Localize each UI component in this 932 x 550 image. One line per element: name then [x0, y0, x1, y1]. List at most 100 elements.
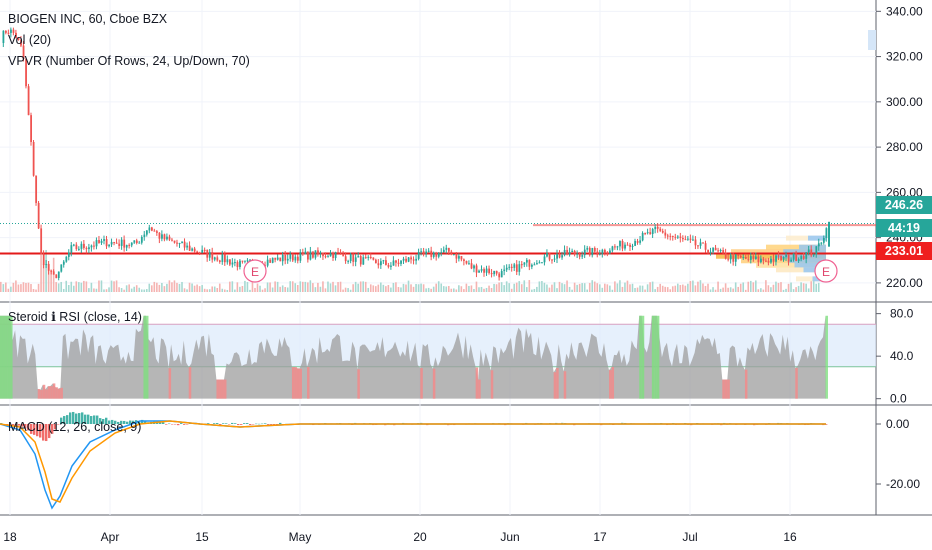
rsi-y-tick-label: 40.0: [890, 349, 914, 363]
candle-body: [83, 243, 85, 248]
candle-body: [173, 240, 176, 243]
candle-body: [505, 267, 508, 270]
candle-body: [581, 255, 584, 257]
candle-body: [198, 252, 201, 254]
volume-bar: [631, 283, 634, 292]
candle-body: [397, 262, 400, 264]
volume-bar: [354, 281, 357, 292]
vpvr-row-down: [799, 244, 826, 250]
macd-histogram-bar: [138, 421, 141, 424]
volume-bar: [755, 280, 757, 292]
volume-bar: [707, 283, 709, 292]
candle-body: [113, 242, 116, 244]
candle-body: [271, 257, 274, 263]
volume-bar: [674, 285, 677, 292]
rsi-pane[interactable]: [0, 315, 876, 399]
candle-body: [148, 227, 151, 231]
candle-body: [548, 253, 551, 260]
rsi-oversold: [216, 379, 219, 399]
candle-body: [57, 271, 60, 278]
rsi-overbought: [143, 315, 146, 399]
candle-body: [442, 249, 445, 253]
x-tick-label: May: [289, 530, 312, 544]
volume-bar: [664, 286, 667, 292]
volume-bar: [145, 289, 148, 292]
vpvr-row-down: [783, 249, 826, 255]
macd-histogram-bar: [96, 415, 99, 424]
volume-bar: [792, 289, 795, 292]
volume-bar: [812, 280, 815, 292]
volume-bar: [752, 282, 755, 292]
rsi-oversold: [221, 379, 224, 399]
volume-bar: [88, 288, 90, 292]
vpvr-legend[interactable]: VPVR (Number Of Rows, 24, Up/Down, 70): [8, 54, 250, 68]
candle-body: [551, 259, 553, 261]
candle-body: [377, 263, 380, 266]
candle-body: [417, 252, 420, 259]
candle-body: [402, 258, 405, 261]
macd-histogram-bar: [261, 423, 264, 425]
volume-bar: [553, 282, 556, 292]
candle-body: [656, 226, 659, 229]
candle-body: [626, 244, 629, 246]
symbol-legend[interactable]: BIOGEN INC, 60, Cboe BZX: [8, 12, 168, 26]
macd-histogram-bar: [9, 424, 12, 425]
y-tick-label: 340.00: [886, 4, 923, 18]
volume-bar: [422, 284, 425, 292]
macd-pane[interactable]: [0, 411, 828, 510]
candle-body: [302, 252, 304, 255]
volume-bar: [166, 283, 168, 292]
volume-bar: [531, 289, 533, 292]
candle-body: [790, 259, 793, 262]
volume-bar: [25, 282, 27, 292]
candle-body: [241, 260, 244, 262]
x-tick-label: 17: [593, 530, 607, 544]
candle-body: [624, 244, 626, 249]
macd-histogram-bar: [270, 424, 273, 425]
volume-bar: [183, 288, 186, 292]
rsi-band: [0, 324, 876, 367]
volume-bar: [47, 263, 50, 292]
macd-histogram-bar: [183, 424, 186, 425]
candle-body: [636, 241, 639, 243]
rsi-legend[interactable]: Steroid ℹ RSI (close, 14): [8, 310, 142, 324]
volume-bar: [352, 284, 354, 292]
macd-legend[interactable]: MACD (12, 26, close, 9): [8, 420, 142, 434]
candle-body: [422, 251, 425, 255]
candle-body: [105, 239, 108, 247]
candle-body: [732, 255, 735, 262]
candle-body: [485, 268, 488, 273]
candle-body: [561, 255, 564, 258]
volume-bar: [196, 284, 198, 292]
volume-bar: [412, 286, 415, 292]
volume-legend[interactable]: Vol (20): [8, 33, 52, 47]
candle-body: [415, 258, 418, 261]
rsi-overbought: [145, 315, 149, 399]
candle-body: [780, 256, 782, 261]
volume-bar: [432, 286, 435, 292]
candle-body: [299, 252, 302, 261]
candle-body: [387, 264, 390, 267]
volume-bar: [528, 280, 531, 292]
volume-bar: [782, 289, 785, 292]
volume-bar: [624, 282, 626, 292]
volume-bar: [244, 280, 246, 292]
volume-bar: [697, 281, 699, 292]
candle-body: [447, 247, 450, 252]
macd-histogram-bar: [33, 424, 36, 435]
volume-bar: [689, 281, 692, 292]
y-tick-label: 300.00: [886, 95, 923, 109]
candle-body: [357, 256, 360, 258]
macd-histogram-bar: [213, 423, 216, 424]
volume-bar: [83, 280, 85, 292]
candle-body: [183, 241, 186, 248]
volume-bar: [241, 285, 244, 292]
volume-bar: [171, 282, 173, 292]
volume-bar: [430, 288, 432, 292]
volume-bar: [669, 289, 672, 292]
volume-bar: [727, 287, 729, 292]
volume-bar: [596, 283, 599, 292]
volume-bar: [651, 281, 654, 292]
